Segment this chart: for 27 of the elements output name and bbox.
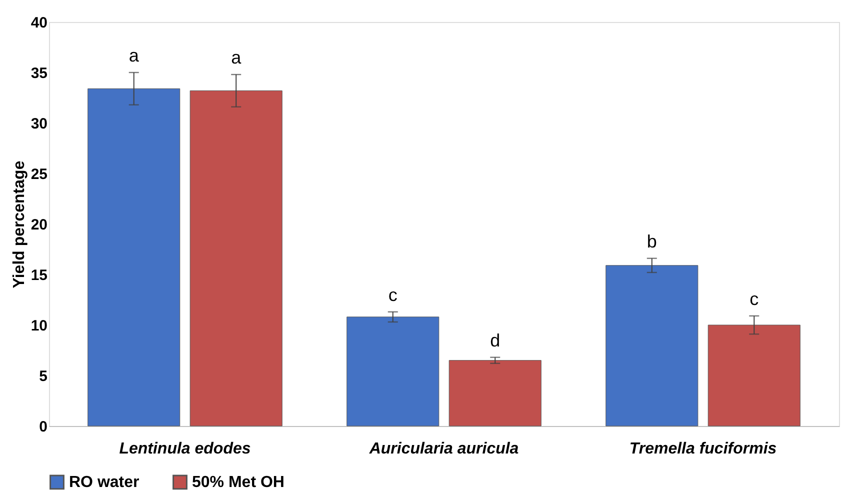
y-tick-label: 0 [39,418,48,436]
y-tick-label: 10 [30,318,48,334]
bar [88,88,180,426]
bar [448,360,542,426]
y-axis-title: Yield percentage [10,160,28,288]
annotation: c [388,284,398,305]
annotation: a [231,48,242,68]
bar [606,265,698,426]
legend-label: 50% Met OH [192,474,284,492]
bar [346,316,440,426]
y-tick-label: 15 [30,267,48,284]
y-tick-label: 40 [30,14,48,32]
bar [190,90,282,426]
legend-label: RO water [69,474,140,492]
y-tick-label: 30 [30,116,48,132]
y-tick-label: 5 [39,368,48,385]
y-tick-label: 35 [30,65,48,82]
bar [708,324,800,426]
annotation: c [750,288,759,309]
x-tick-label: Auricularia auricula [368,440,519,458]
annotation: b [646,231,657,252]
annotation: a [128,46,140,66]
annotation: d [490,330,500,350]
x-tick-label: Tremella fuciformis [629,440,777,458]
y-tick-label: 25 [30,166,48,183]
x-tick-label: Lentinula edodes [119,440,251,458]
y-tick-label: 20 [30,216,48,234]
